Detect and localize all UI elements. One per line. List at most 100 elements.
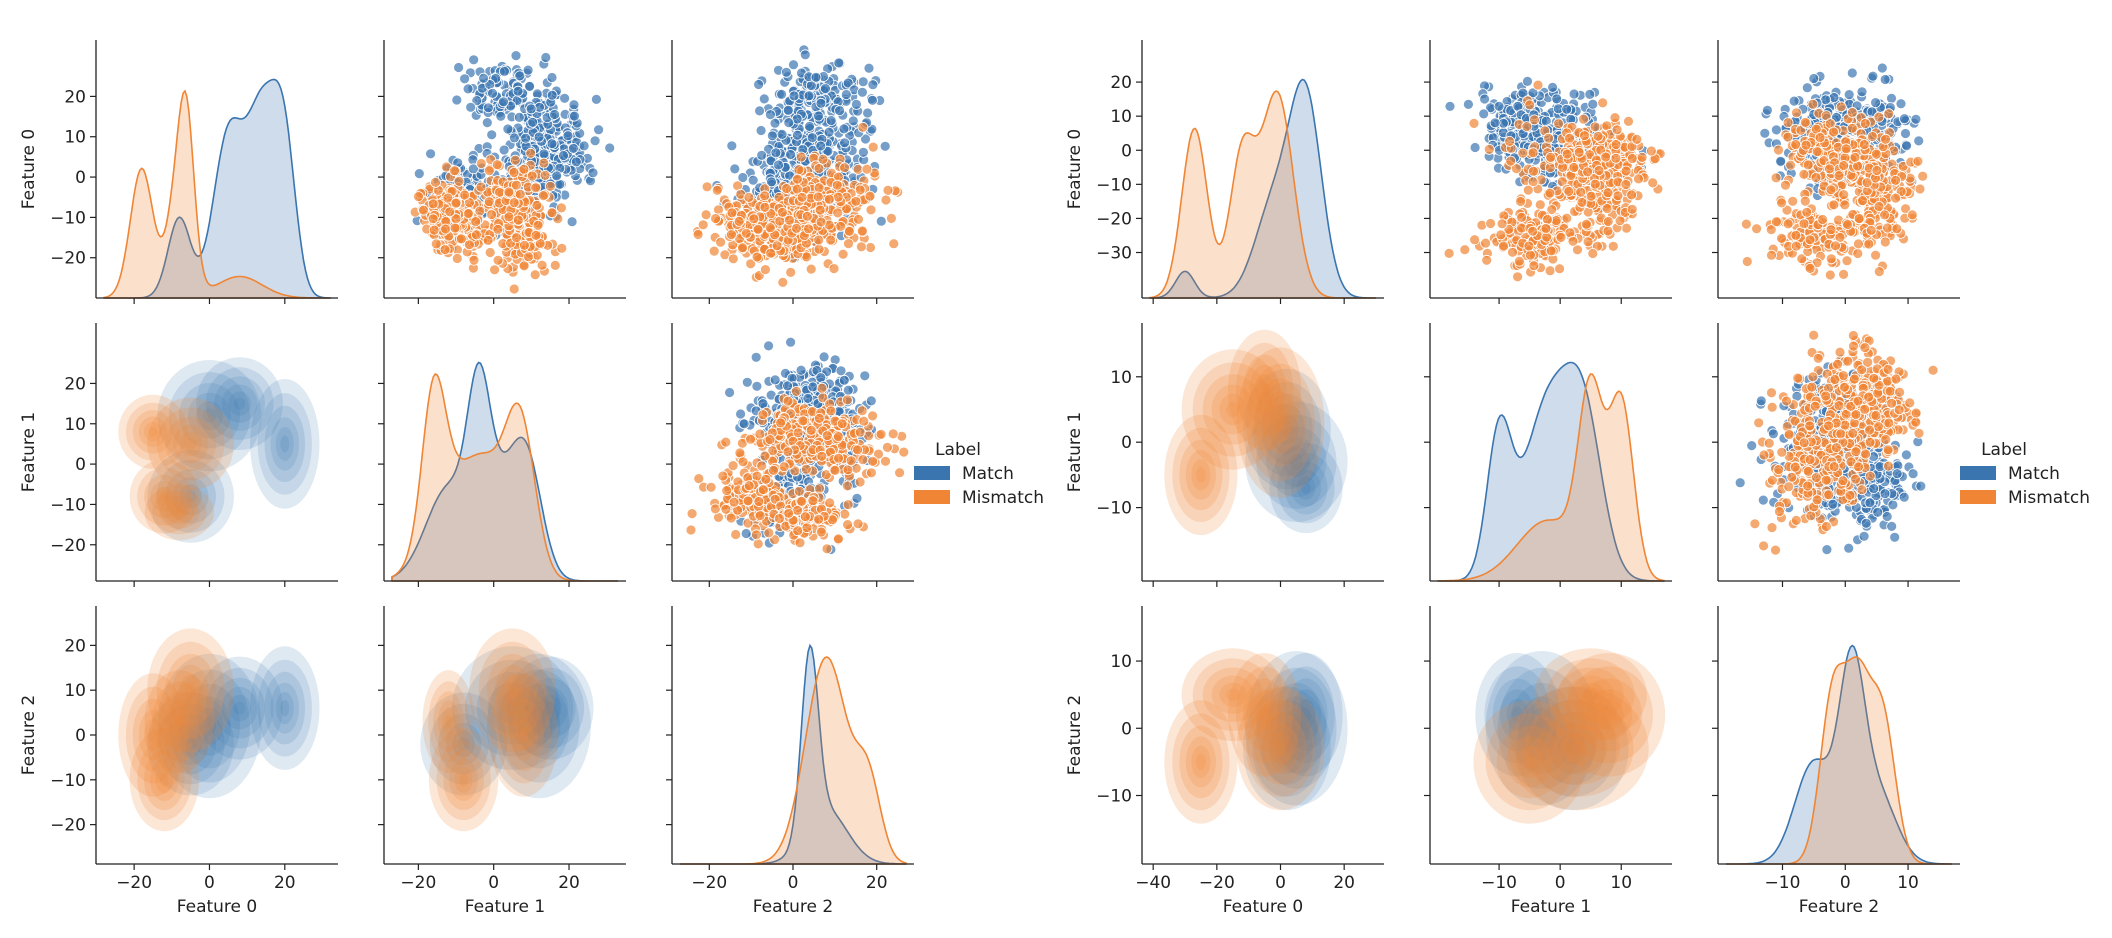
scatter-point xyxy=(1589,178,1601,190)
scatter-point xyxy=(498,96,509,108)
y-tick-label: −20 xyxy=(50,816,86,836)
y-tick-label: 10 xyxy=(64,681,86,701)
scatter-point xyxy=(760,264,771,276)
scatter-point xyxy=(864,190,876,202)
scatter-point xyxy=(562,130,574,142)
scatter-point xyxy=(545,180,556,192)
x-tick-label: 20 xyxy=(866,873,888,893)
y-tick-label: 10 xyxy=(1110,107,1132,127)
subplot-r1-c1 xyxy=(378,323,626,587)
scatter-point xyxy=(880,194,892,206)
scatter-point xyxy=(867,79,879,91)
kde-mismatch-2 xyxy=(680,656,907,865)
scatter-point xyxy=(514,188,526,200)
scatter-point xyxy=(1561,103,1573,115)
kde-level xyxy=(148,726,158,744)
scatter-point xyxy=(755,125,767,136)
scatter-point xyxy=(828,263,840,275)
scatter-point xyxy=(776,89,787,100)
scatter-point xyxy=(1563,185,1575,197)
scatter-point xyxy=(1528,260,1540,272)
scatter-point xyxy=(820,83,831,94)
scatter-point xyxy=(509,154,521,166)
y-tick-label: −10 xyxy=(50,771,86,791)
scatter-point xyxy=(1544,265,1556,277)
scatter-point xyxy=(1808,73,1820,84)
scatter-point xyxy=(539,169,551,181)
scatter-point xyxy=(879,140,891,152)
scatter-point xyxy=(844,225,855,237)
scatter-point xyxy=(799,49,811,61)
scatter-point xyxy=(806,132,818,144)
kde-level xyxy=(159,491,169,502)
scatter-point xyxy=(735,408,746,420)
scatter-point xyxy=(492,254,504,266)
scatter-point xyxy=(745,433,756,445)
y-tick-label: −30 xyxy=(1096,244,1132,264)
scatter-point xyxy=(790,385,802,397)
scatter-point xyxy=(842,394,853,406)
scatter-point xyxy=(1463,99,1474,110)
scatter-point xyxy=(887,428,899,440)
legend-swatch-mismatch xyxy=(914,490,950,504)
scatter-point xyxy=(556,242,568,254)
scatter-point xyxy=(852,518,864,530)
kde-level xyxy=(280,700,290,717)
scatter-point xyxy=(1521,121,1533,132)
scatter-point xyxy=(743,191,755,203)
scatter-point xyxy=(1505,155,1517,167)
scatter-point xyxy=(1579,130,1590,142)
scatter-point xyxy=(737,242,748,254)
y-tick-label: 20 xyxy=(1110,73,1132,93)
scatter-point xyxy=(738,418,750,430)
scatter-point xyxy=(823,193,835,205)
scatter-point xyxy=(1476,219,1488,231)
scatter-point xyxy=(1589,121,1601,133)
scatter-point xyxy=(549,109,560,120)
scatter-point xyxy=(1534,199,1546,211)
scatter-point xyxy=(1870,97,1881,108)
scatter-point xyxy=(1481,254,1493,266)
kde-level xyxy=(148,427,158,437)
scatter-point xyxy=(1527,147,1539,159)
scatter-point xyxy=(1646,145,1657,157)
scatter-point xyxy=(831,179,843,191)
scatter-point xyxy=(520,132,531,144)
scatter-point xyxy=(795,364,807,376)
scatter-point xyxy=(1600,151,1611,163)
kde2d-mismatch xyxy=(118,628,234,832)
scatter-point xyxy=(1759,127,1771,139)
scatter-point xyxy=(813,412,825,424)
scatter-point xyxy=(802,392,814,404)
scatter-point xyxy=(1846,67,1858,79)
scatter-point xyxy=(842,499,854,511)
scatter-point xyxy=(857,76,869,88)
scatter-point xyxy=(775,417,786,429)
y-tick-label: −20 xyxy=(1096,209,1132,229)
scatter-point xyxy=(816,382,828,394)
scatter-point xyxy=(568,99,580,111)
scatter-point xyxy=(793,164,805,176)
scatter-point xyxy=(1523,240,1535,252)
scatter-point xyxy=(540,52,552,63)
scatter-point xyxy=(850,195,862,207)
kde-level xyxy=(184,437,197,450)
scatter-point xyxy=(727,253,739,265)
y-tick-label: 20 xyxy=(64,374,86,394)
scatter-point xyxy=(857,121,869,133)
scatter-point xyxy=(764,434,776,446)
scatter-point xyxy=(487,87,498,99)
scatter-point xyxy=(451,94,463,106)
scatter-point xyxy=(865,204,877,216)
scatter-point xyxy=(805,424,817,436)
scatter-point xyxy=(453,62,465,73)
scatter-point xyxy=(474,205,486,217)
scatter-point xyxy=(697,219,709,231)
scatter-point xyxy=(748,213,760,225)
kde-level xyxy=(184,682,197,699)
scatter-point xyxy=(767,130,778,142)
kde-level xyxy=(233,701,246,715)
scatter-point xyxy=(854,476,866,488)
scatter-point xyxy=(825,234,836,246)
